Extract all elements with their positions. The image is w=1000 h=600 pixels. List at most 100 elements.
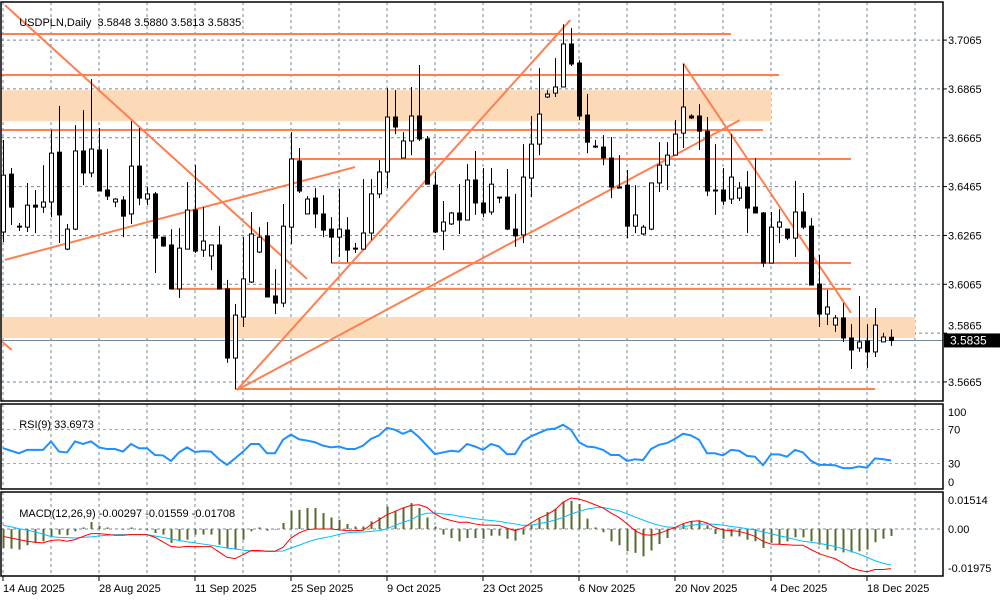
bullish-candle-body <box>337 228 342 238</box>
bearish-candle-body <box>457 212 462 221</box>
bullish-candle-body <box>529 143 534 179</box>
main-plot <box>1 4 943 391</box>
candle <box>841 303 846 342</box>
date-axis-label: 18 Dec 2025 <box>867 583 929 595</box>
bearish-candle-body <box>225 288 230 359</box>
bearish-candle-body <box>753 206 758 214</box>
candle <box>681 64 686 149</box>
price-axis-label: 3.6665 <box>948 133 982 145</box>
bearish-candle-body <box>265 235 270 298</box>
bullish-candle-body <box>465 179 470 221</box>
candle <box>617 155 622 189</box>
candle <box>337 189 342 257</box>
candle <box>169 229 174 290</box>
bearish-candle-body <box>505 196 510 230</box>
candle <box>737 181 742 202</box>
candle <box>121 196 126 238</box>
bullish-candle-body <box>857 341 862 349</box>
candle <box>601 135 606 166</box>
candle <box>25 182 30 233</box>
macd-value-2: -0.01559 <box>145 508 189 520</box>
bearish-candle-body <box>569 43 574 65</box>
bullish-candle-body <box>561 43 566 88</box>
macd-label: MACD(12,26,9) <box>19 508 96 520</box>
candle <box>57 106 62 244</box>
bearish-candle-body <box>473 179 478 204</box>
bearish-candle-body <box>625 184 630 227</box>
bearish-candle-body <box>393 116 398 128</box>
bullish-candle-body <box>113 198 118 203</box>
candle <box>545 90 550 98</box>
candle <box>273 269 278 315</box>
bearish-candle-body <box>513 228 518 237</box>
candle <box>729 134 734 204</box>
candle <box>313 188 318 229</box>
candle <box>129 121 134 224</box>
bearish-candle-body <box>761 212 766 264</box>
bullish-candle-body <box>25 204 30 228</box>
date-axis-label: 11 Sep 2025 <box>195 583 257 595</box>
bearish-candle-body <box>689 115 694 119</box>
bullish-candle-body <box>185 209 190 250</box>
price-axis-label: 3.5865 <box>948 320 982 332</box>
rsi-value: 33.6973 <box>54 419 94 431</box>
date-axis-label: 4 Dec 2025 <box>771 583 827 595</box>
bearish-candle-body <box>33 204 38 208</box>
candle <box>521 144 526 244</box>
candle <box>713 144 718 215</box>
bullish-candle-body <box>89 148 94 174</box>
bearish-candle-body <box>153 193 158 239</box>
candle <box>81 110 86 186</box>
bullish-candle-body <box>649 182 654 230</box>
candle <box>361 179 366 250</box>
candle <box>353 243 358 254</box>
candle <box>401 132 406 159</box>
candle <box>881 332 886 343</box>
bearish-candle-body <box>57 151 62 216</box>
bullish-candle-body <box>361 232 366 250</box>
bearish-candle-body <box>137 165 142 199</box>
rsi-axis-label: 30 <box>948 459 960 471</box>
bearish-candle-body <box>609 157 614 188</box>
candle <box>721 168 726 206</box>
bullish-candle-body <box>777 221 782 228</box>
candle <box>137 128 142 206</box>
current-price-label: 3.5835 <box>950 333 987 347</box>
candle <box>865 324 870 369</box>
rsi-label: RSI(9) <box>19 419 52 431</box>
ohlc-readout: 3.5848 3.5880 3.5813 3.5835 <box>97 17 242 29</box>
bullish-candle-body <box>385 116 390 173</box>
support-resistance-zone <box>1 90 771 122</box>
candle <box>281 203 286 307</box>
bearish-candle-body <box>745 186 750 209</box>
candle <box>801 192 806 230</box>
bearish-candle-body <box>425 138 430 185</box>
rsi-legend: RSI(9) 33.6973 <box>7 407 94 443</box>
bearish-candle-body <box>713 189 718 192</box>
trendline <box>236 19 571 391</box>
bullish-candle-body <box>489 183 494 213</box>
candle <box>665 142 670 191</box>
candle <box>561 24 566 88</box>
bearish-candle-body <box>785 228 790 239</box>
candle <box>321 195 326 238</box>
candle <box>265 222 270 298</box>
bearish-candle-body <box>329 228 334 238</box>
candle <box>593 139 598 149</box>
symbol-timeframe: USDPLN,Daily <box>19 17 92 29</box>
bullish-candle-body <box>241 278 246 318</box>
candle <box>233 304 238 390</box>
candle <box>457 184 462 234</box>
rsi-axis-label: 0 <box>948 477 954 489</box>
candle <box>657 142 662 192</box>
trendline <box>236 119 741 391</box>
bullish-candle-body <box>249 233 254 283</box>
candle <box>17 222 22 232</box>
candle <box>753 158 758 214</box>
candle <box>769 212 774 264</box>
candle <box>201 207 206 257</box>
candle <box>833 315 838 332</box>
rsi-panel-frame <box>0 403 944 490</box>
